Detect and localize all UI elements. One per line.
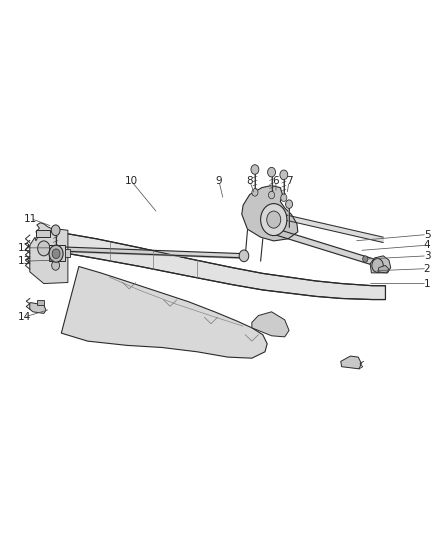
Text: 11: 11: [24, 214, 37, 223]
Text: 13: 13: [18, 256, 31, 266]
Circle shape: [286, 200, 293, 208]
Polygon shape: [370, 256, 391, 273]
Polygon shape: [272, 212, 383, 243]
Polygon shape: [30, 303, 46, 313]
Text: 2: 2: [424, 264, 431, 273]
Text: 1: 1: [424, 279, 431, 288]
Polygon shape: [65, 249, 70, 257]
Text: 12: 12: [18, 243, 31, 253]
Circle shape: [52, 261, 60, 270]
Text: 14: 14: [18, 312, 31, 322]
Text: 4: 4: [424, 240, 431, 250]
Polygon shape: [49, 245, 65, 261]
Circle shape: [49, 245, 63, 262]
Circle shape: [281, 194, 287, 201]
Polygon shape: [341, 356, 361, 369]
Polygon shape: [44, 230, 385, 300]
Polygon shape: [242, 185, 298, 241]
Circle shape: [267, 211, 281, 228]
Polygon shape: [252, 312, 289, 337]
Polygon shape: [36, 230, 50, 237]
Text: 6: 6: [272, 176, 279, 186]
Text: 3: 3: [424, 251, 431, 261]
Text: 10: 10: [125, 176, 138, 186]
Text: 5: 5: [424, 230, 431, 239]
Circle shape: [372, 259, 383, 272]
Circle shape: [251, 165, 259, 174]
Polygon shape: [61, 266, 267, 358]
Text: 8: 8: [246, 176, 253, 186]
Polygon shape: [378, 265, 389, 273]
Polygon shape: [30, 223, 68, 284]
Circle shape: [51, 225, 60, 236]
Circle shape: [268, 191, 275, 199]
Text: 9: 9: [215, 176, 223, 186]
Circle shape: [38, 241, 50, 256]
Circle shape: [252, 189, 258, 196]
Circle shape: [268, 167, 276, 177]
Circle shape: [52, 249, 60, 259]
Polygon shape: [276, 229, 388, 270]
Polygon shape: [37, 300, 44, 305]
Circle shape: [363, 256, 368, 262]
Circle shape: [280, 170, 288, 180]
Circle shape: [239, 250, 249, 262]
Circle shape: [261, 204, 287, 236]
Text: 7: 7: [286, 176, 293, 186]
